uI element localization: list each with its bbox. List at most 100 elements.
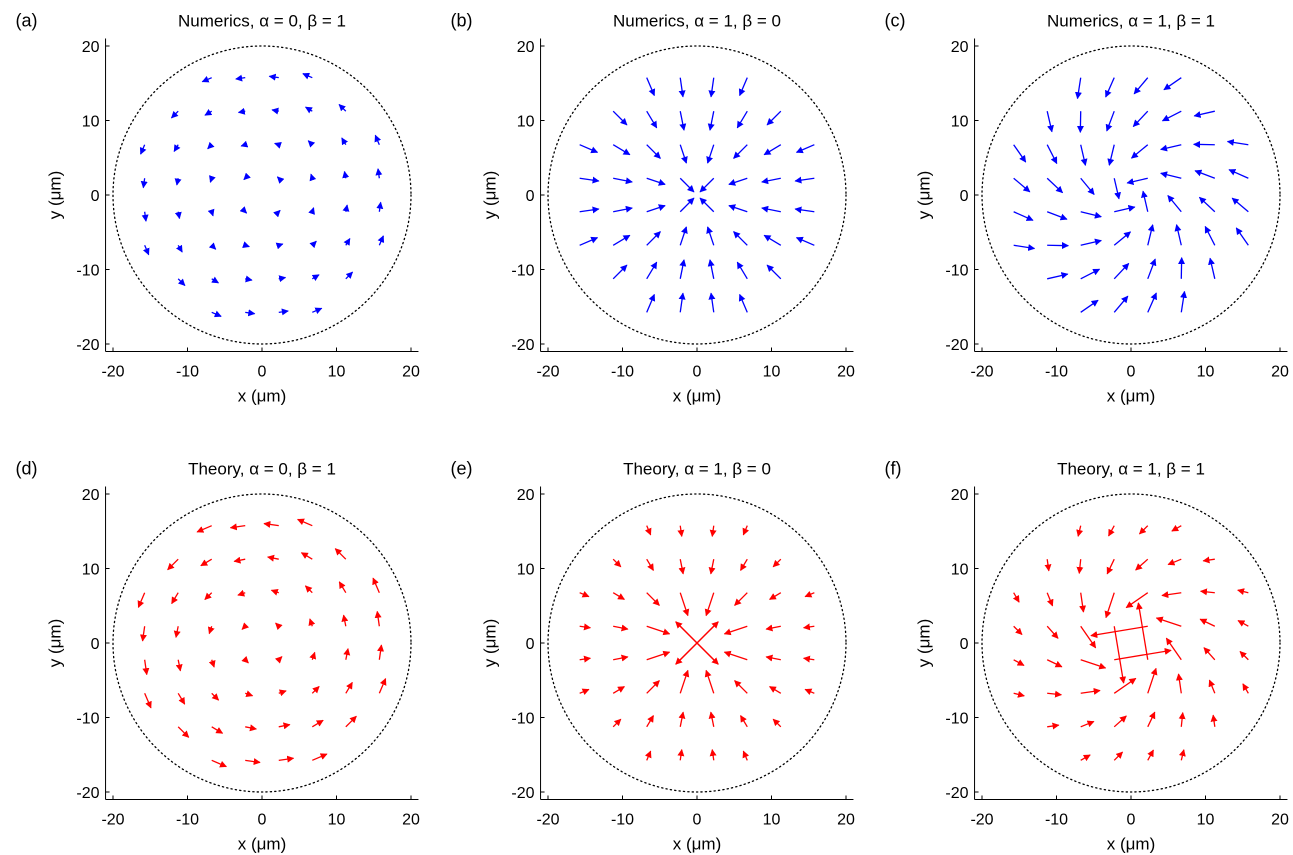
- y-tick-label: -10: [511, 711, 534, 728]
- y-tick-label: 20: [82, 39, 100, 56]
- arrow-mark: [167, 558, 179, 571]
- arrow-mark: [1080, 211, 1102, 219]
- arrow-mark: [1013, 211, 1034, 221]
- arrow-mark: [343, 237, 351, 246]
- arrow-mark: [342, 204, 350, 212]
- arrow-mark: [579, 236, 599, 246]
- arrow-mark: [1080, 144, 1088, 166]
- arrow-mark: [229, 523, 246, 531]
- arrow-mark: [1125, 592, 1149, 609]
- panel-label: (b): [451, 11, 473, 31]
- arrow-mark: [1132, 110, 1149, 128]
- arrow-mark: [738, 293, 748, 313]
- arrow-mark: [278, 722, 291, 730]
- arrow-mark: [278, 689, 287, 697]
- arrow-mark: [1204, 225, 1216, 246]
- arrow-mark: [1163, 77, 1182, 91]
- arrow-mark: [174, 178, 182, 186]
- arrow-mark: [646, 558, 654, 571]
- arrow-mark: [769, 686, 782, 694]
- arrow-mark: [795, 144, 815, 154]
- arrow-mark: [1199, 588, 1215, 596]
- arrow-mark: [1113, 626, 1127, 684]
- y-tick-label: 0: [960, 636, 969, 653]
- arrow-mark: [736, 110, 748, 129]
- arrow-mark: [1130, 144, 1149, 159]
- y-tick-label: -10: [76, 711, 99, 728]
- arrow-mark: [1046, 177, 1064, 194]
- x-tick-label: -10: [176, 811, 199, 828]
- arrow-mark: [1133, 77, 1149, 95]
- arrow-mark: [679, 197, 695, 213]
- arrow-mark: [646, 625, 671, 636]
- arrow-mark: [239, 206, 248, 214]
- arrow-mark: [646, 77, 656, 97]
- arrow-mark: [1013, 625, 1023, 636]
- arrow-mark: [679, 226, 688, 246]
- arrow-mark: [1080, 687, 1101, 695]
- x-tick-label: -10: [611, 363, 634, 380]
- y-tick-label: 10: [951, 562, 969, 579]
- arrow-mark: [245, 275, 253, 283]
- y-tick-label: 20: [951, 39, 969, 56]
- y-tick-label: -20: [945, 785, 968, 802]
- arrow-mark: [1076, 525, 1084, 537]
- arrow-mark: [707, 111, 715, 131]
- arrow-mark: [338, 103, 347, 112]
- y-tick-label: 0: [526, 636, 535, 653]
- arrow-mark: [208, 659, 216, 668]
- arrow-mark: [679, 111, 687, 131]
- arrow-mark: [766, 264, 782, 280]
- arrow-mark: [275, 622, 283, 631]
- arrow-mark: [678, 559, 686, 575]
- arrow-mark: [678, 711, 686, 727]
- arrow-mark: [1047, 272, 1069, 280]
- arrow-mark: [297, 518, 313, 527]
- arrow-mark: [1114, 647, 1172, 661]
- x-axis-label: x (μm): [1107, 386, 1156, 405]
- arrow-mark: [579, 688, 590, 696]
- arrow-mark: [646, 592, 660, 606]
- arrow-mark: [679, 669, 690, 694]
- arrow-mark: [612, 144, 631, 156]
- boundary-circle: [547, 45, 847, 345]
- arrow-mark: [646, 261, 658, 280]
- x-tick-label: 20: [1271, 363, 1289, 380]
- arrow-mark: [1079, 592, 1087, 613]
- arrow-mark: [1231, 197, 1249, 213]
- arrow-mark: [679, 592, 690, 617]
- y-axis-label: y (μm): [46, 619, 65, 668]
- arrow-mark: [334, 548, 347, 560]
- panel-label: (f): [885, 459, 902, 479]
- arrow-mark: [761, 177, 781, 185]
- arrow-mark: [173, 144, 181, 153]
- arrow-mark: [204, 592, 213, 601]
- arrow-mark: [675, 625, 715, 665]
- arrow-mark: [341, 137, 349, 146]
- arrow-mark: [268, 73, 279, 81]
- x-tick-label: 0: [693, 811, 702, 828]
- y-tick-label: 0: [526, 188, 535, 205]
- chart-panel-d: -20 -10 0 10 20 -20 -10 0 10 20 x (μm) y (μm) Theory…: [16, 459, 420, 854]
- arrow-mark: [704, 592, 715, 617]
- arrow-mark: [309, 173, 317, 182]
- arrow-mark: [1237, 620, 1249, 627]
- y-tick-label: 20: [951, 487, 969, 504]
- arrow-mark: [300, 552, 313, 560]
- arrow-mark: [772, 558, 782, 568]
- arrow-mark: [646, 680, 660, 694]
- arrow-mark: [274, 656, 283, 664]
- arrow-mark: [1141, 190, 1149, 212]
- arrow-mark: [345, 681, 353, 694]
- arrow-mark: [613, 624, 629, 632]
- arrow-mark: [579, 176, 600, 184]
- y-axis-label: y (μm): [46, 171, 65, 220]
- arrow-mark: [376, 201, 384, 212]
- y-tick-label: 10: [517, 562, 535, 579]
- arrow-mark: [802, 655, 815, 663]
- arrow-mark: [733, 144, 748, 159]
- x-tick-label: -10: [1045, 363, 1068, 380]
- arrow-mark: [765, 624, 781, 632]
- arrow-mark: [304, 585, 313, 594]
- arrow-mark: [233, 556, 246, 564]
